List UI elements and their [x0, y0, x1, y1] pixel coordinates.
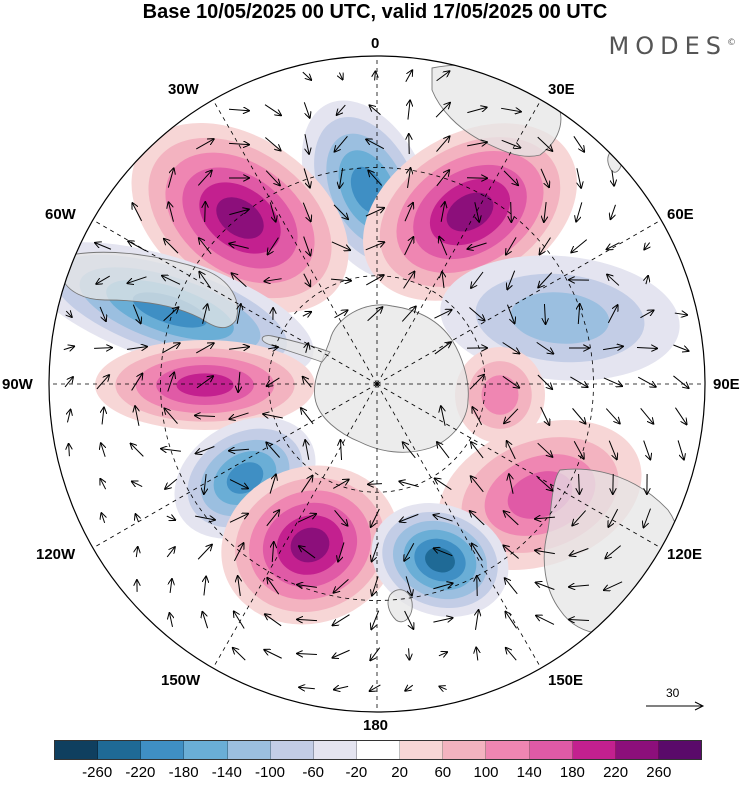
lon-label-90w: 90W: [2, 377, 33, 393]
map-disk: [11, 50, 720, 730]
lon-label-0: 0: [371, 36, 379, 52]
anomaly-contour: [481, 375, 518, 415]
wind-arrow: [205, 202, 206, 222]
colorbar-segment: [486, 741, 529, 759]
colorbar-tick-label: 260: [646, 764, 671, 782]
colorbar-segment: [141, 741, 184, 759]
colorbar-tick-label: -180: [169, 764, 199, 782]
lon-label-150w: 150W: [161, 673, 200, 689]
colorbar-segment: [659, 741, 701, 759]
lon-label-30w: 30W: [168, 82, 199, 98]
colorbar-tick-label: 140: [517, 764, 542, 782]
lon-label-60w: 60W: [45, 207, 76, 223]
colorbar-tick-label: 180: [560, 764, 585, 782]
colorbar-labels: -260 -220 -180 -140 -100 -60 -20 20 60 100 140 180 2…: [0, 764, 750, 782]
colorbar-segment: [98, 741, 141, 759]
colorbar-tick-label: -20: [346, 764, 368, 782]
wind-arrow: [368, 484, 382, 485]
colorbar-segment: [443, 741, 486, 759]
wind-arrow: [94, 348, 112, 349]
reference-vector: 30: [646, 686, 706, 712]
colorbar-tick-label: 100: [473, 764, 498, 782]
wind-arrow: [511, 202, 512, 222]
colorbar: [54, 740, 702, 760]
lon-label-60e: 60E: [667, 207, 694, 223]
colorbar-segment: [55, 741, 98, 759]
colorbar-tick-label: 20: [391, 764, 408, 782]
lon-label-180: 180: [363, 718, 388, 734]
colorbar-tick-label: -100: [255, 764, 285, 782]
colorbar-segment: [530, 741, 573, 759]
reference-vector-arrow: [646, 686, 706, 712]
lon-label-120w: 120W: [36, 547, 75, 563]
colorbar-tick-label: -260: [82, 764, 112, 782]
colorbar-segment: [616, 741, 659, 759]
colorbar-tick-label: -140: [212, 764, 242, 782]
anomaly-contour: [176, 373, 233, 396]
colorbar-segment: [228, 741, 271, 759]
colorbar-tick-label: 220: [603, 764, 628, 782]
lon-label-150e: 150E: [548, 673, 583, 689]
colorbar-segment: [357, 741, 400, 759]
colorbar-tick-label: 60: [434, 764, 451, 782]
colorbar-tick-label: -60: [302, 764, 324, 782]
lon-label-120e: 120E: [667, 547, 702, 563]
colorbar-tick-label: -220: [125, 764, 155, 782]
colorbar-segment: [573, 741, 616, 759]
lon-label-90e: 90E: [713, 377, 740, 393]
colorbar-segment: [314, 741, 357, 759]
colorbar-segment: [271, 741, 314, 759]
colorbar-segment: [184, 741, 227, 759]
colorbar-segment: [400, 741, 443, 759]
lon-label-30e: 30E: [548, 82, 575, 98]
